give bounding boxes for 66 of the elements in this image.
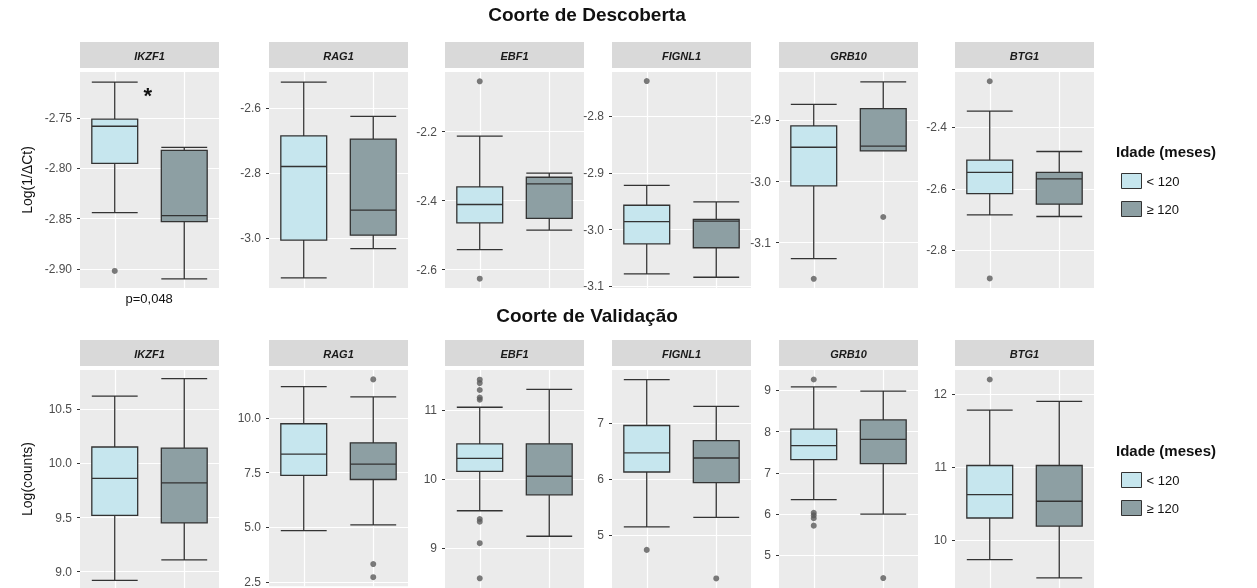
y-tick-label: 9.5 [55,510,73,525]
y-tick-label: -3.0 [750,174,772,189]
y-tick-label: -2.85 [44,211,73,226]
y-tick-label: 7 [597,416,605,431]
chart-title: IKZF1 [134,49,165,62]
y-tick-label: -2.80 [44,161,73,176]
chart-title: BTG1 [1009,347,1040,360]
chart-subtitle: Coorte de Descoberta [487,4,687,26]
y-tick-label: 11 [934,459,948,474]
y-tick-label: -2.9 [583,165,605,180]
y-tick-label: 6 [597,472,605,487]
chart-title: RAG1 [323,49,354,62]
y-tick-label: -3.1 [750,235,772,250]
y-tick-label: -2.8 [583,109,605,124]
y-tick-label: 10.0 [48,456,73,471]
y-tick-label: 7.5 [244,465,262,480]
y-tick-label: 7 [764,465,772,480]
text: p=0,048 [125,291,173,306]
y-tick-label: -2.6 [926,181,948,196]
y-tick-label: 10.0 [237,411,262,426]
y-tick-label: 5 [597,528,605,543]
y-tick-label: 6 [764,507,772,522]
chart-title: FIGNL1 [661,49,702,62]
y-tick-label: -2.2 [416,124,438,139]
chart-subtitle: Coorte de Validação [495,305,679,327]
annotation: * [143,82,153,108]
chart-title: GRB10 [830,49,868,62]
y-tick-label: -2.6 [240,101,262,116]
chart-title: IKZF1 [134,347,165,360]
y-axis-title: Log(counts) [19,442,35,516]
y-tick-label: 9 [430,540,438,555]
legend-label: < 120 [1146,173,1180,189]
legend-title: Idade (meses) [1116,442,1217,459]
chart-title: RAG1 [323,347,354,360]
legend-label: ≥ 120 [1146,500,1179,516]
y-tick-label: 10.5 [48,402,73,417]
y-tick-label: 8 [764,424,772,439]
y-tick-label: 5.0 [244,520,262,535]
y-tick-label: 12 [933,387,948,402]
y-tick-label: -2.4 [926,120,948,135]
y-axis-title: Log(1/ΔCt) [18,146,35,214]
legend-title: Idade (meses) [1116,143,1217,160]
y-tick-label: -2.8 [240,166,262,181]
y-tick-label: -2.6 [416,262,438,277]
legend-label: < 120 [1146,472,1180,488]
y-tick-label: 5 [764,548,772,563]
y-tick-label: -2.9 [750,113,772,128]
y-tick-label: 11 [424,403,438,418]
chart-title: EBF1 [500,347,529,360]
y-tick-label: -3.1 [583,279,605,294]
y-tick-label: -2.90 [44,261,73,276]
chart-title: EBF1 [500,49,529,62]
y-tick-label: 10 [933,532,948,547]
chart-title: GRB10 [830,347,868,360]
y-tick-label: 9.0 [55,564,73,579]
y-tick-label: -3.0 [583,222,605,237]
chart-title: BTG1 [1009,49,1040,62]
y-tick-label: 10 [423,472,438,486]
y-tick-label: -2.8 [926,243,948,258]
y-tick-label: -2.75 [44,111,73,126]
y-tick-label: 9 [764,383,772,398]
y-tick-label: -2.4 [416,193,438,208]
y-tick-label: -3.0 [240,231,262,246]
chart-title: FIGNL1 [661,347,702,360]
legend-label: ≥ 120 [1146,201,1179,217]
y-tick-label: 2.5 [244,575,262,588]
